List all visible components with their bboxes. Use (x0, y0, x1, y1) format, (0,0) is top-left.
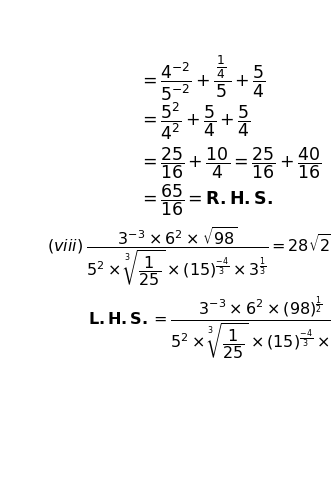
Text: $= \dfrac{5^{2}}{4^{2}} + \dfrac{5}{4} + \dfrac{5}{4}$: $= \dfrac{5^{2}}{4^{2}} + \dfrac{5}{4} +… (139, 100, 251, 142)
Text: $(viii)\;\dfrac{3^{-3} \times 6^{2} \times \sqrt{98}}{5^{2} \times \sqrt[3]{\dfr: $(viii)\;\dfrac{3^{-3} \times 6^{2} \tim… (46, 225, 331, 288)
Text: $= \dfrac{4^{-2}}{5^{-2}} + \dfrac{\,\frac{1}{4}\,}{5} + \dfrac{5}{4}$: $= \dfrac{4^{-2}}{5^{-2}} + \dfrac{\,\fr… (139, 54, 265, 103)
Text: $\mathbf{L.H.S.} = \dfrac{3^{-3} \times 6^{2} \times (98)^{\frac{1}{2}}}{5^{2} \: $\mathbf{L.H.S.} = \dfrac{3^{-3} \times … (87, 295, 331, 362)
Text: $= \dfrac{25}{16} + \dfrac{10}{4} = \dfrac{25}{16} + \dfrac{40}{16}$: $= \dfrac{25}{16} + \dfrac{10}{4} = \dfr… (139, 146, 321, 181)
Text: $= \dfrac{65}{16} = \mathbf{R.H.S.}$: $= \dfrac{65}{16} = \mathbf{R.H.S.}$ (139, 183, 273, 218)
